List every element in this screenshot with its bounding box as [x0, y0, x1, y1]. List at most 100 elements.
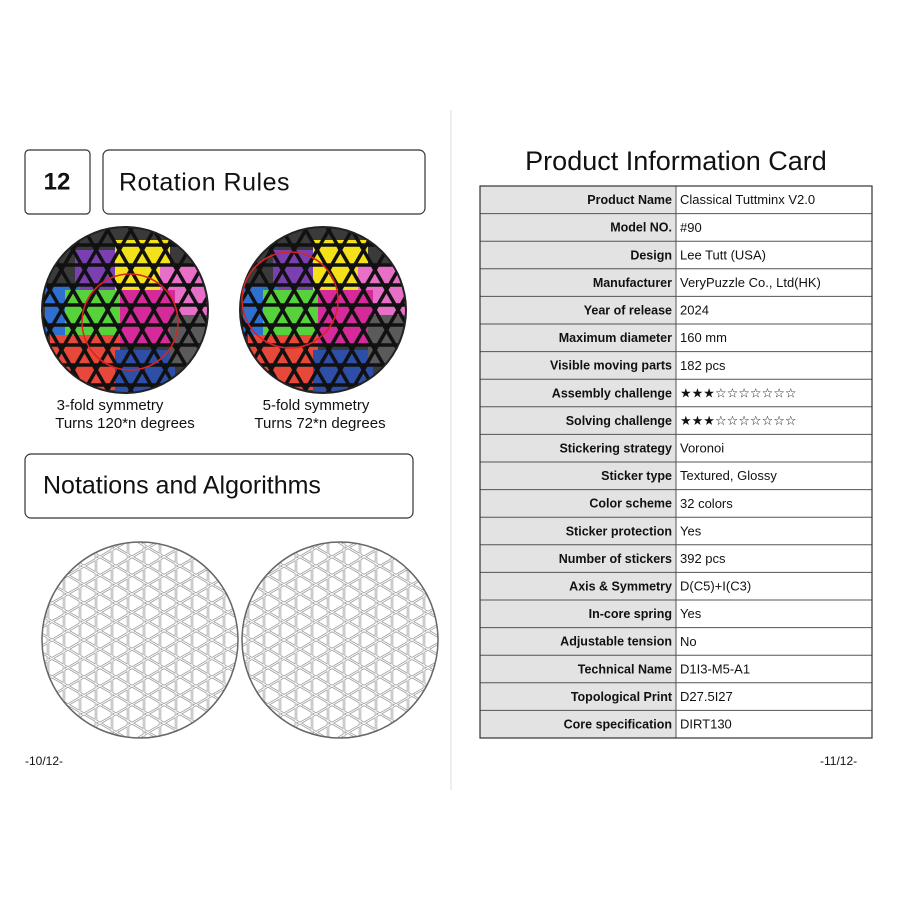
row-label: Model NO.: [610, 221, 672, 235]
lattice-line: [128, 253, 208, 393]
notations-box: [24, 453, 414, 519]
section-title: Rotation Rules: [119, 169, 290, 197]
wireframe-images: [41, 541, 439, 739]
row-label: In-core spring: [589, 607, 672, 621]
lattice-line: [326, 227, 406, 367]
lattice-line: [269, 542, 438, 642]
lattice-line: [42, 589, 238, 711]
lattice-line: [53, 548, 238, 670]
row-value: #90: [680, 220, 702, 235]
row-label: Maximum diameter: [559, 331, 672, 345]
lattice-line: [77, 652, 238, 738]
wireframe-outline: [241, 541, 439, 739]
row-value: ★★★☆☆☆☆☆☆☆: [680, 413, 797, 428]
lattice-line: [242, 576, 438, 697]
row-label: Axis & Symmetry: [569, 579, 672, 593]
puzzle-outline: [41, 226, 209, 394]
patch: [170, 315, 208, 365]
lattice-line: [42, 645, 207, 738]
lattice-line: [242, 583, 438, 704]
row-value: Lee Tutt (USA): [680, 247, 766, 262]
lattice-line: [242, 645, 407, 738]
lattice-line: [326, 253, 406, 393]
lattice-line: [42, 227, 113, 362]
wireframe-outline: [41, 541, 239, 739]
lattice-line: [111, 243, 208, 393]
lattice-line: [42, 569, 238, 691]
row-label: Solving challenge: [566, 414, 672, 428]
lattice-line: [42, 227, 148, 382]
row-value: Voronoi: [680, 441, 724, 456]
lattice-line: [61, 542, 238, 656]
row-label: Technical Name: [578, 662, 672, 676]
symmetry-caption: 3-fold symmetry: [57, 397, 164, 414]
row-value: D27.5I27: [680, 689, 733, 704]
info-table: Product Name Classical Tuttminx V2.0 Model…: [479, 185, 873, 739]
lattice-line: [242, 659, 399, 738]
row-value: No: [680, 634, 697, 649]
lattice-line: [261, 542, 438, 656]
lattice-line: [76, 227, 182, 393]
row-value: 160 mm: [680, 330, 727, 345]
lattice-line: [253, 548, 438, 670]
lattice-line: [45, 562, 238, 684]
row-value: ★★★☆☆☆☆☆☆☆: [680, 385, 797, 400]
lattice-line: [292, 227, 398, 387]
lattice-line: [94, 227, 200, 387]
row-label: Topological Print: [571, 690, 673, 704]
lattice-line: [53, 610, 238, 732]
lattice-line: [309, 243, 406, 393]
row-value: 2024: [680, 303, 709, 318]
row-value: 182 pcs: [680, 358, 726, 373]
row-value: 392 pcs: [680, 551, 726, 566]
lattice-line: [242, 555, 431, 677]
table-border: [479, 185, 873, 739]
lattice-line: [42, 542, 223, 663]
lattice-line: [94, 233, 200, 393]
row-value: Textured, Glossy: [680, 468, 777, 483]
lattice-line: [42, 659, 199, 738]
row-label: Sticker protection: [566, 524, 672, 538]
lattice-line: [269, 638, 438, 738]
turns-caption: Turns 72*n degrees: [254, 415, 385, 432]
lattice-line: [42, 576, 238, 697]
lattice-line: [242, 603, 431, 725]
lattice-line: [245, 562, 438, 684]
lattice-line: [242, 542, 423, 663]
puzzle-outline: [239, 226, 407, 394]
lattice-line: [59, 228, 165, 393]
lattice-line: [42, 603, 231, 725]
symmetry-caption: 5-fold symmetry: [263, 397, 370, 414]
row-label: Color scheme: [589, 497, 672, 511]
lattice-line: [45, 596, 238, 718]
row-label: Adjustable tension: [560, 635, 672, 649]
section-number-box: [24, 149, 91, 215]
lattice-line: [274, 227, 380, 393]
lattice-line: [42, 583, 238, 704]
lattice-line: [261, 624, 438, 738]
card-title: Product Information Card: [525, 146, 827, 176]
lattice-line: [240, 227, 311, 362]
lattice-line: [242, 569, 438, 691]
page-number: -10/12-: [25, 754, 63, 768]
row-value: VeryPuzzle Co., Ltd(HK): [680, 275, 821, 290]
section-number: 12: [44, 168, 71, 195]
lattice-line: [277, 652, 438, 738]
lattice-line: [42, 542, 207, 635]
lattice-line: [61, 624, 238, 738]
lattice-line: [257, 227, 363, 392]
lattice-line: [69, 542, 238, 642]
lattice-line: [277, 542, 438, 628]
row-value: Yes: [680, 606, 702, 621]
lattice-line: [240, 227, 346, 382]
row-value: Classical Tuttminx V2.0: [680, 192, 815, 207]
lattice-line: [245, 596, 438, 718]
patch: [368, 315, 406, 365]
row-label: Sticker type: [601, 469, 672, 483]
lattice-line: [128, 227, 208, 367]
row-label: Product Name: [587, 193, 672, 207]
lattice-line: [253, 610, 438, 732]
lattice-line: [77, 542, 238, 628]
lattice-line: [69, 638, 238, 738]
